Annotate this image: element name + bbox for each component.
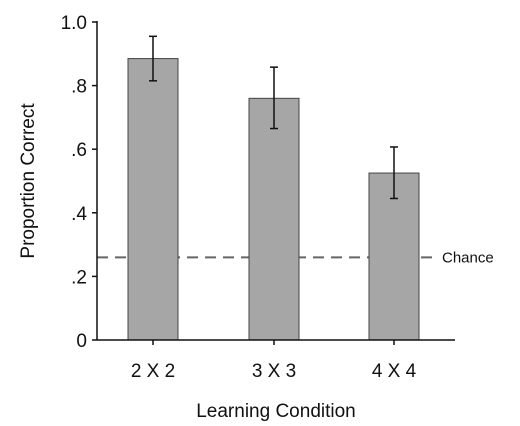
chance-label: Chance — [442, 249, 494, 266]
y-tick-label: 1.0 — [61, 13, 87, 34]
y-tick-label: .4 — [71, 204, 87, 225]
bar-1 — [127, 58, 179, 341]
y-tick-label: .2 — [71, 267, 87, 288]
y-tick-label: .6 — [71, 140, 87, 161]
x-axis-title: Learning Condition — [196, 401, 356, 422]
x-tick-label: 4 X 4 — [372, 361, 417, 382]
plot-area: 0 .2 .4 .6 .8 1.0 2 X 2 3 X 3 4 X 4 Chance — [61, 13, 494, 382]
y-axis-title: Proportion Correct — [18, 103, 39, 259]
y-tick-label: .8 — [71, 77, 87, 98]
bar-2 — [248, 97, 300, 341]
x-tick-label: 2 X 2 — [131, 361, 175, 382]
y-tick-label: 0 — [76, 331, 87, 352]
x-tick-label: 3 X 3 — [252, 361, 296, 382]
